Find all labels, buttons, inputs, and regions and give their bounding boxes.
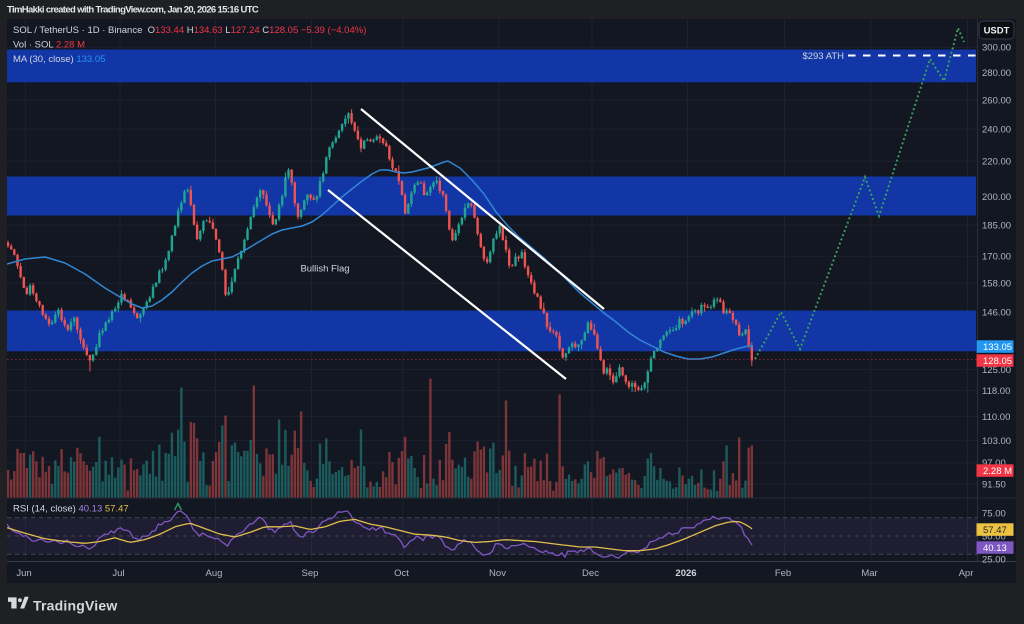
svg-text:Oct: Oct <box>394 568 409 579</box>
svg-text:200.00: 200.00 <box>982 192 1011 203</box>
svg-text:300.00: 300.00 <box>982 43 1011 54</box>
svg-text:57.47: 57.47 <box>983 525 1007 536</box>
svg-text:280.00: 280.00 <box>982 68 1011 79</box>
svg-text:91.50: 91.50 <box>982 480 1006 491</box>
svg-text:2.28 M: 2.28 M <box>983 466 1012 477</box>
svg-text:$293 ATH: $293 ATH <box>802 51 844 62</box>
svg-text:TradingView: TradingView <box>33 598 117 614</box>
svg-text:Mar: Mar <box>861 568 877 579</box>
svg-text:Jun: Jun <box>16 568 31 579</box>
svg-text:146.00: 146.00 <box>982 308 1011 319</box>
svg-text:185.00: 185.00 <box>982 221 1011 232</box>
svg-text:128.05: 128.05 <box>983 356 1012 367</box>
svg-text:USDT: USDT <box>984 25 1010 36</box>
svg-text:170.00: 170.00 <box>982 252 1011 263</box>
svg-text:25.00: 25.00 <box>982 554 1006 565</box>
svg-text:TimHakki created with TradingV: TimHakki created with TradingView.com, J… <box>7 5 259 16</box>
svg-text:240.00: 240.00 <box>982 125 1011 136</box>
svg-text:Jul: Jul <box>112 568 124 579</box>
svg-text:Aug: Aug <box>206 568 223 579</box>
svg-text:Dec: Dec <box>582 568 599 579</box>
svg-text:Vol · SOL 2.28 M: Vol · SOL 2.28 M <box>13 40 85 51</box>
svg-text:260.00: 260.00 <box>982 95 1011 106</box>
svg-text:118.00: 118.00 <box>982 386 1010 397</box>
svg-text:50.00: 50.00 <box>982 531 1006 542</box>
svg-text:220.00: 220.00 <box>982 157 1011 168</box>
svg-text:158.00: 158.00 <box>982 279 1011 290</box>
svg-text:110.00: 110.00 <box>982 412 1010 423</box>
svg-text:MA (30, close) 133.05: MA (30, close) 133.05 <box>13 54 105 65</box>
svg-text:103.00: 103.00 <box>982 436 1011 447</box>
svg-text:RSI (14, close) 40.13 57.47: RSI (14, close) 40.13 57.47 <box>13 504 129 515</box>
svg-text:133.05: 133.05 <box>983 342 1012 353</box>
svg-text:Feb: Feb <box>775 568 791 579</box>
svg-text:Sep: Sep <box>302 568 319 579</box>
svg-text:75.00: 75.00 <box>982 508 1006 519</box>
svg-text:Bullish Flag: Bullish Flag <box>300 264 349 275</box>
svg-text:Nov: Nov <box>489 568 506 579</box>
svg-text:125.00: 125.00 <box>982 365 1011 376</box>
svg-text:Apr: Apr <box>959 568 974 579</box>
svg-text:97.00: 97.00 <box>982 458 1006 469</box>
svg-text:2026: 2026 <box>675 568 696 579</box>
svg-text:40.13: 40.13 <box>983 543 1007 554</box>
svg-text:SOL / TetherUS · 1D · Binance: SOL / TetherUS · 1D · Binance O133.44 H1… <box>13 25 366 36</box>
